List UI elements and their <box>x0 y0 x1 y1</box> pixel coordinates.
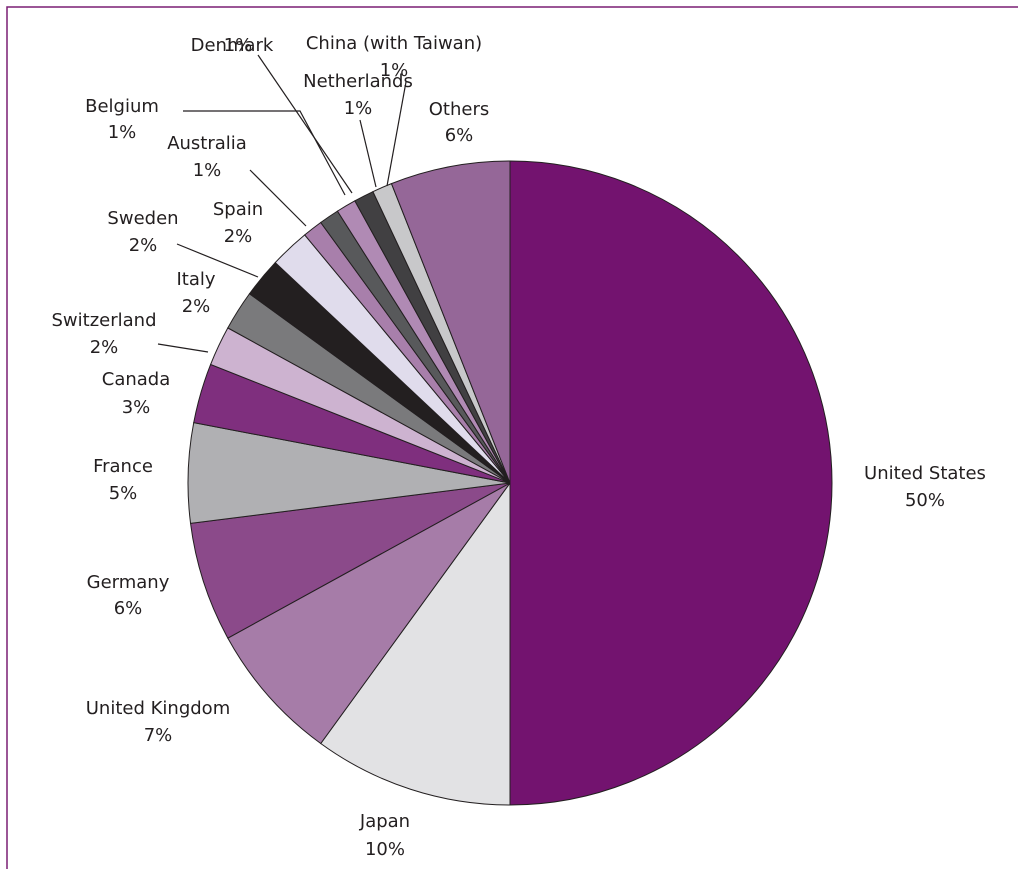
leader-line <box>257 54 353 194</box>
slice <box>227 482 511 745</box>
slice-label: Canada <box>102 369 171 390</box>
slice-label: France <box>93 456 153 477</box>
value-label: 10% <box>365 839 405 860</box>
value-label: 1% <box>193 160 222 181</box>
value-label: 1% <box>224 35 253 56</box>
slice-label: Spain <box>213 199 263 220</box>
leader-lines <box>157 54 407 353</box>
value-label: 5% <box>109 483 138 504</box>
leader-line <box>386 81 407 187</box>
value-label: 6% <box>445 125 474 146</box>
slice <box>390 160 511 484</box>
slice-label: United States <box>864 463 986 484</box>
leader-line <box>157 343 209 353</box>
frame <box>6 6 1018 869</box>
value-label: 2% <box>182 296 211 317</box>
slice-label: Netherlands <box>303 71 413 92</box>
leader-line <box>249 169 307 227</box>
value-label: 1% <box>344 98 373 119</box>
leader-line <box>359 119 377 188</box>
value-label: 3% <box>122 397 151 418</box>
value-label: 1% <box>108 122 137 143</box>
slice <box>320 481 511 806</box>
value-label: 2% <box>224 226 253 247</box>
slice-label: Others <box>429 99 490 120</box>
slice-label: United Kingdom <box>86 698 230 719</box>
slice-label: Switzerland <box>52 310 157 331</box>
slice-label: China (with Taiwan) <box>306 33 482 54</box>
slices <box>187 160 833 806</box>
leader-line <box>183 110 346 196</box>
slice-label: Sweden <box>107 208 178 229</box>
value-label: 7% <box>144 725 173 746</box>
leader-line <box>176 243 259 278</box>
slice-label: Australia <box>167 133 247 154</box>
slice-label: Germany <box>87 572 170 593</box>
value-label: 50% <box>905 490 945 511</box>
slice-label: Japan <box>359 811 410 832</box>
value-label: 6% <box>114 598 143 619</box>
value-label: 1% <box>380 60 409 81</box>
slice <box>509 160 833 806</box>
slice-label: Denmark <box>191 35 274 56</box>
value-label: 2% <box>90 337 119 358</box>
value-label: 2% <box>129 235 158 256</box>
slice <box>189 482 511 639</box>
slice-label: Belgium <box>85 96 159 117</box>
slice-label: Italy <box>176 269 215 290</box>
